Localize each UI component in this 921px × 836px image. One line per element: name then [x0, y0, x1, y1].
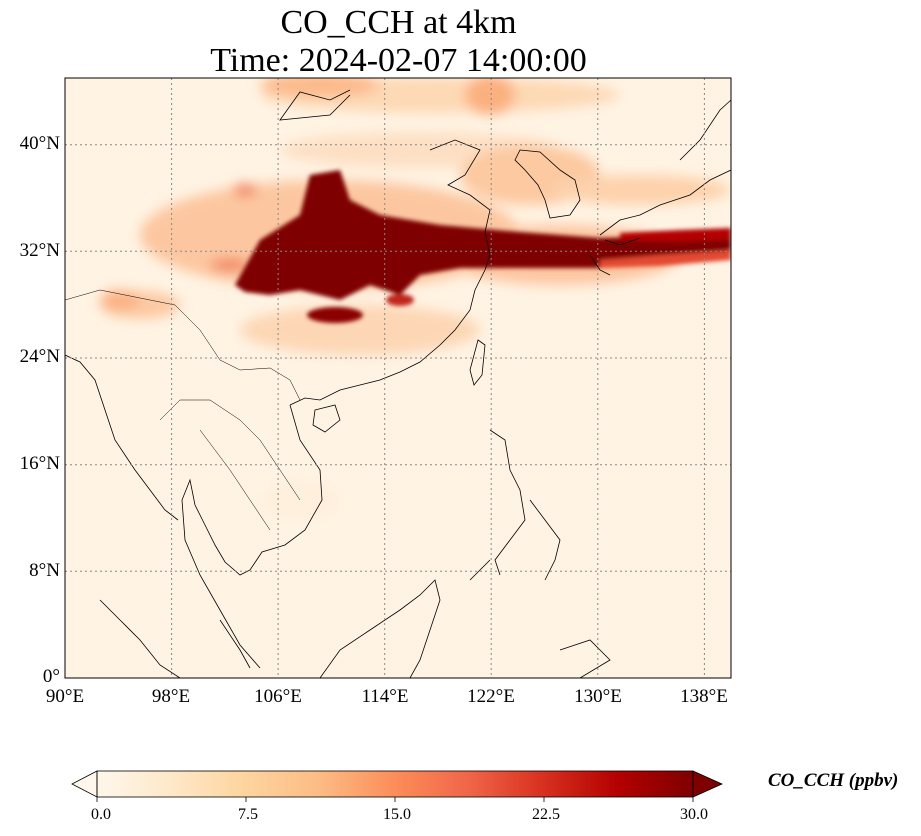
lat-tick-label: 40°N	[19, 133, 60, 154]
lon-tick-label: 122°E	[467, 686, 515, 707]
high-concentration-plume	[235, 170, 731, 323]
colorbar	[71, 770, 723, 802]
coastlines	[65, 89, 731, 678]
gridlines	[65, 78, 731, 678]
lat-tick-label: 8°N	[29, 560, 60, 581]
colorbar-tick-label: 0.0	[91, 806, 111, 823]
colorbar-tick-label: 15.0	[383, 806, 411, 823]
lat-tick-label: 16°N	[19, 453, 60, 474]
colorbar-tick-label: 22.5	[532, 806, 560, 823]
lon-tick-label: 106°E	[254, 686, 302, 707]
lat-tick-label: 0°	[42, 666, 60, 687]
lon-tick-label: 138°E	[680, 686, 728, 707]
colorbar-label: CO_CCH (ppbv)	[768, 770, 899, 791]
map-frame	[64, 77, 732, 679]
map-title: CO_CCH at 4km	[280, 4, 517, 41]
colorbar-tick-label: 7.5	[238, 806, 258, 823]
colorbar-gradient	[97, 771, 693, 797]
lat-tick-label: 32°N	[19, 240, 60, 261]
lon-tick-label: 130°E	[574, 686, 622, 707]
lat-tick-label: 24°N	[19, 346, 60, 367]
lon-tick-label: 90°E	[45, 686, 85, 707]
lon-tick-label: 114°E	[361, 686, 409, 707]
map-time-subtitle: Time: 2024-02-07 14:00:00	[210, 42, 587, 79]
map-area	[65, 78, 731, 678]
colorbar-extend-max	[692, 770, 723, 798]
lon-tick-label: 98°E	[151, 686, 191, 707]
colorbar-tick-label: 30.0	[680, 806, 708, 823]
colorbar-extend-min	[71, 770, 98, 798]
concentration-background	[65, 78, 731, 678]
